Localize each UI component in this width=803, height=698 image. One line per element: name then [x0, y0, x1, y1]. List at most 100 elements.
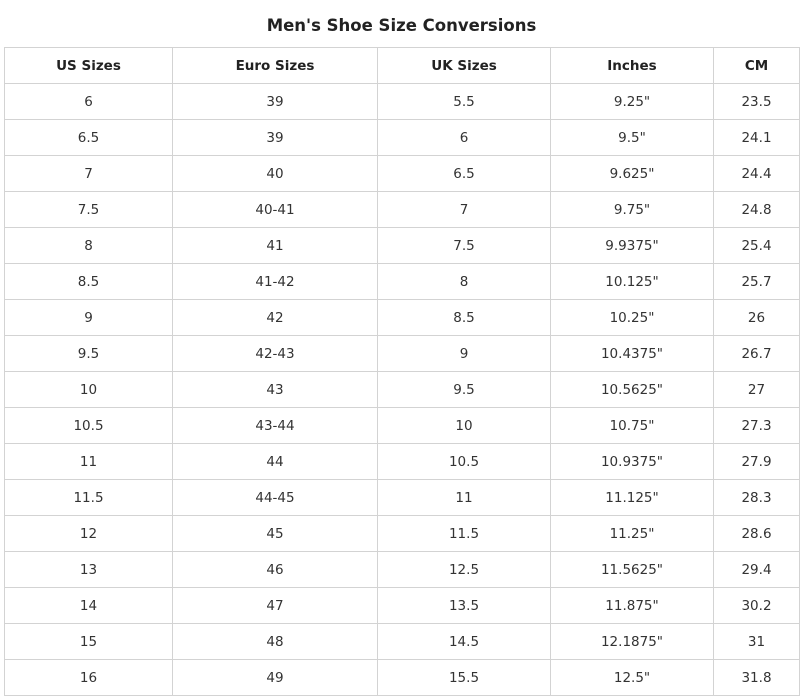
euro-size-cell: 47: [172, 587, 378, 624]
table-row: 10 43 9.5 10.5625" 27: [4, 371, 800, 408]
euro-size-cell: 42-43: [172, 335, 378, 372]
us-size-cell: 7: [4, 155, 173, 192]
uk-size-cell: 15.5: [377, 659, 551, 696]
cm-cell: 25.7: [713, 263, 800, 300]
inches-cell: 11.875": [550, 587, 714, 624]
cm-cell: 30.2: [713, 587, 800, 624]
table-row: 14 47 13.5 11.875" 30.2: [4, 587, 800, 624]
cm-cell: 28.6: [713, 515, 800, 552]
uk-size-cell: 8.5: [377, 299, 551, 336]
cm-cell: 26: [713, 299, 800, 336]
uk-size-cell: 13.5: [377, 587, 551, 624]
cm-cell: 29.4: [713, 551, 800, 588]
cm-cell: 25.4: [713, 227, 800, 264]
uk-size-cell: 5.5: [377, 83, 551, 120]
euro-size-cell: 41: [172, 227, 378, 264]
uk-size-cell: 7: [377, 191, 551, 228]
us-size-cell: 9: [4, 299, 173, 336]
inches-cell: 10.5625": [550, 371, 714, 408]
inches-cell: 12.1875": [550, 623, 714, 660]
uk-size-cell: 14.5: [377, 623, 551, 660]
inches-cell: 10.125": [550, 263, 714, 300]
inches-cell: 11.5625": [550, 551, 714, 588]
table-row: 15 48 14.5 12.1875" 31: [4, 623, 800, 660]
header-inches: Inches: [550, 47, 714, 84]
table-row: 11.5 44-45 11 11.125" 28.3: [4, 479, 800, 516]
us-size-cell: 7.5: [4, 191, 173, 228]
inches-cell: 9.9375": [550, 227, 714, 264]
uk-size-cell: 10.5: [377, 443, 551, 480]
us-size-cell: 6: [4, 83, 173, 120]
inches-cell: 9.5": [550, 119, 714, 156]
euro-size-cell: 48: [172, 623, 378, 660]
us-size-cell: 15: [4, 623, 173, 660]
us-size-cell: 16: [4, 659, 173, 696]
us-size-cell: 10.5: [4, 407, 173, 444]
table-row: 7.5 40-41 7 9.75" 24.8: [4, 191, 800, 228]
us-size-cell: 13: [4, 551, 173, 588]
table-body: 6 39 5.5 9.25" 23.5 6.5 39 6 9.5" 24.1 7 40 6.5 9.625…: [4, 83, 800, 696]
uk-size-cell: 11.5: [377, 515, 551, 552]
euro-size-cell: 39: [172, 119, 378, 156]
us-size-cell: 6.5: [4, 119, 173, 156]
euro-size-cell: 40-41: [172, 191, 378, 228]
table-row: 6.5 39 6 9.5" 24.1: [4, 119, 800, 156]
euro-size-cell: 43-44: [172, 407, 378, 444]
inches-cell: 10.75": [550, 407, 714, 444]
inches-cell: 12.5": [550, 659, 714, 696]
cm-cell: 24.1: [713, 119, 800, 156]
uk-size-cell: 9.5: [377, 371, 551, 408]
euro-size-cell: 41-42: [172, 263, 378, 300]
uk-size-cell: 9: [377, 335, 551, 372]
table-row: 8.5 41-42 8 10.125" 25.7: [4, 263, 800, 300]
header-euro-sizes: Euro Sizes: [172, 47, 378, 84]
table-row: 9 42 8.5 10.25" 26: [4, 299, 800, 336]
us-size-cell: 11.5: [4, 479, 173, 516]
us-size-cell: 12: [4, 515, 173, 552]
cm-cell: 27.3: [713, 407, 800, 444]
inches-cell: 10.4375": [550, 335, 714, 372]
cm-cell: 31.8: [713, 659, 800, 696]
euro-size-cell: 43: [172, 371, 378, 408]
uk-size-cell: 12.5: [377, 551, 551, 588]
table-row: 13 46 12.5 11.5625" 29.4: [4, 551, 800, 588]
table-row: 12 45 11.5 11.25" 28.6: [4, 515, 800, 552]
inches-cell: 10.25": [550, 299, 714, 336]
us-size-cell: 11: [4, 443, 173, 480]
euro-size-cell: 40: [172, 155, 378, 192]
euro-size-cell: 49: [172, 659, 378, 696]
uk-size-cell: 10: [377, 407, 551, 444]
euro-size-cell: 42: [172, 299, 378, 336]
table-row: 6 39 5.5 9.25" 23.5: [4, 83, 800, 120]
inches-cell: 9.625": [550, 155, 714, 192]
table-row: 16 49 15.5 12.5" 31.8: [4, 659, 800, 696]
table-header-row: US Sizes Euro Sizes UK Sizes Inches CM: [4, 47, 800, 84]
uk-size-cell: 6: [377, 119, 551, 156]
table-row: 8 41 7.5 9.9375" 25.4: [4, 227, 800, 264]
inches-cell: 9.25": [550, 83, 714, 120]
us-size-cell: 10: [4, 371, 173, 408]
inches-cell: 11.25": [550, 515, 714, 552]
us-size-cell: 8.5: [4, 263, 173, 300]
cm-cell: 26.7: [713, 335, 800, 372]
header-us-sizes: US Sizes: [4, 47, 173, 84]
euro-size-cell: 44: [172, 443, 378, 480]
cm-cell: 27.9: [713, 443, 800, 480]
table-row: 7 40 6.5 9.625" 24.4: [4, 155, 800, 192]
header-uk-sizes: UK Sizes: [377, 47, 551, 84]
inches-cell: 10.9375": [550, 443, 714, 480]
inches-cell: 11.125": [550, 479, 714, 516]
table-row: 11 44 10.5 10.9375" 27.9: [4, 443, 800, 480]
euro-size-cell: 45: [172, 515, 378, 552]
header-cm: CM: [713, 47, 800, 84]
inches-cell: 9.75": [550, 191, 714, 228]
uk-size-cell: 8: [377, 263, 551, 300]
page-title: Men's Shoe Size Conversions: [266, 16, 537, 35]
cm-cell: 31: [713, 623, 800, 660]
table-row: 9.5 42-43 9 10.4375" 26.7: [4, 335, 800, 372]
uk-size-cell: 7.5: [377, 227, 551, 264]
table-row: 10.5 43-44 10 10.75" 27.3: [4, 407, 800, 444]
uk-size-cell: 6.5: [377, 155, 551, 192]
uk-size-cell: 11: [377, 479, 551, 516]
